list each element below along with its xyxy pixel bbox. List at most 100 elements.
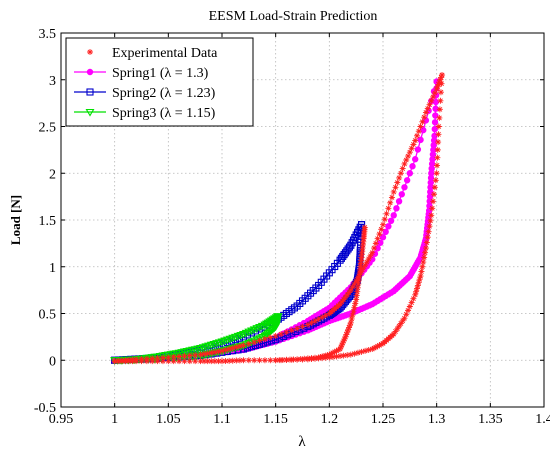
- data-point: [377, 239, 384, 246]
- data-point: [432, 98, 440, 106]
- data-point: [357, 263, 364, 270]
- data-point: [434, 83, 441, 90]
- legend-item: Spring1 (λ = 1.3): [74, 66, 209, 81]
- data-point: [115, 357, 122, 364]
- data-point: [267, 357, 274, 364]
- data-point: [304, 355, 311, 362]
- data-point: [435, 139, 442, 146]
- data-point: [354, 349, 361, 356]
- data-point: [260, 321, 270, 330]
- data-point: [299, 356, 306, 363]
- data-point: [421, 254, 428, 261]
- x-tick-label: 1.2: [321, 412, 339, 427]
- data-point: [211, 358, 218, 365]
- data-point: [154, 355, 161, 362]
- data-point: [351, 280, 358, 287]
- data-point: [431, 89, 438, 96]
- data-point: [409, 163, 416, 170]
- legend-marker: [86, 68, 94, 76]
- data-point: [413, 288, 420, 295]
- legend-label: Experimental Data: [112, 46, 218, 61]
- data-point: [339, 339, 346, 346]
- data-point: [222, 358, 229, 365]
- data-point: [437, 97, 444, 104]
- data-point: [426, 223, 433, 230]
- data-point: [431, 119, 439, 126]
- data-point: [421, 114, 428, 121]
- data-point: [170, 353, 177, 360]
- legend-label: Spring1 (λ = 1.3): [112, 66, 209, 81]
- data-point: [129, 356, 136, 363]
- y-tick-label: 0: [49, 354, 56, 369]
- data-point: [170, 358, 177, 365]
- data-point: [382, 228, 389, 236]
- x-tick-label: 1.3: [428, 412, 446, 427]
- data-point: [256, 337, 263, 344]
- data-point: [430, 191, 437, 198]
- data-point: [211, 349, 218, 356]
- data-point: [432, 112, 439, 119]
- data-point: [165, 358, 172, 365]
- data-point: [430, 93, 437, 100]
- data-point: [412, 291, 419, 298]
- data-point: [111, 358, 118, 365]
- data-point: [288, 327, 295, 334]
- data-point: [335, 346, 342, 353]
- data-point: [312, 317, 319, 324]
- data-point: [340, 352, 347, 359]
- y-tick-label: 2: [49, 167, 56, 182]
- data-point: [315, 316, 322, 323]
- data-point: [436, 79, 443, 86]
- data-point: [324, 352, 331, 359]
- data-point: [429, 205, 436, 212]
- data-point: [420, 259, 427, 266]
- data-point: [349, 312, 356, 319]
- data-point: [436, 114, 443, 121]
- data-point: [229, 345, 236, 352]
- data-point: [395, 198, 403, 205]
- data-point: [426, 101, 433, 108]
- legend-marker: [85, 108, 95, 117]
- data-point: [396, 323, 403, 330]
- data-point: [399, 165, 406, 172]
- x-tick-label: 1.4: [535, 412, 550, 427]
- data-point: [367, 252, 374, 259]
- data-point: [328, 350, 335, 357]
- y-tick-label: -0.5: [34, 401, 56, 416]
- data-point: [186, 352, 193, 359]
- data-point: [380, 221, 386, 228]
- data-point: [437, 76, 444, 83]
- x-tick-label: 1.35: [478, 412, 503, 427]
- data-point: [233, 344, 240, 351]
- legend-item: Spring3 (λ = 1.15): [74, 106, 216, 121]
- data-point: [359, 245, 366, 252]
- data-point: [176, 358, 183, 365]
- data-point: [276, 357, 283, 364]
- data-point: [251, 357, 258, 364]
- data-point: [279, 356, 286, 363]
- data-point: [388, 194, 395, 201]
- data-point: [427, 217, 434, 224]
- data-point: [425, 228, 432, 235]
- data-point: [353, 292, 360, 299]
- data-point: [308, 319, 315, 326]
- data-point: [265, 318, 275, 327]
- data-point: [374, 235, 381, 242]
- data-point: [359, 241, 366, 248]
- data-point: [159, 358, 166, 365]
- data-point: [272, 332, 279, 339]
- data-point: [398, 191, 405, 198]
- x-tick-label: 0.95: [49, 412, 74, 427]
- data-point: [344, 352, 351, 359]
- data-point: [122, 357, 129, 364]
- data-point: [350, 308, 357, 315]
- data-point: [342, 333, 349, 340]
- data-point: [355, 280, 362, 287]
- data-point: [434, 146, 441, 153]
- data-point: [419, 263, 426, 270]
- y-tick-label: 1.5: [39, 214, 57, 229]
- data-point: [418, 268, 425, 275]
- data-point: [263, 319, 273, 328]
- data-point: [363, 259, 370, 266]
- data-point: [413, 285, 420, 292]
